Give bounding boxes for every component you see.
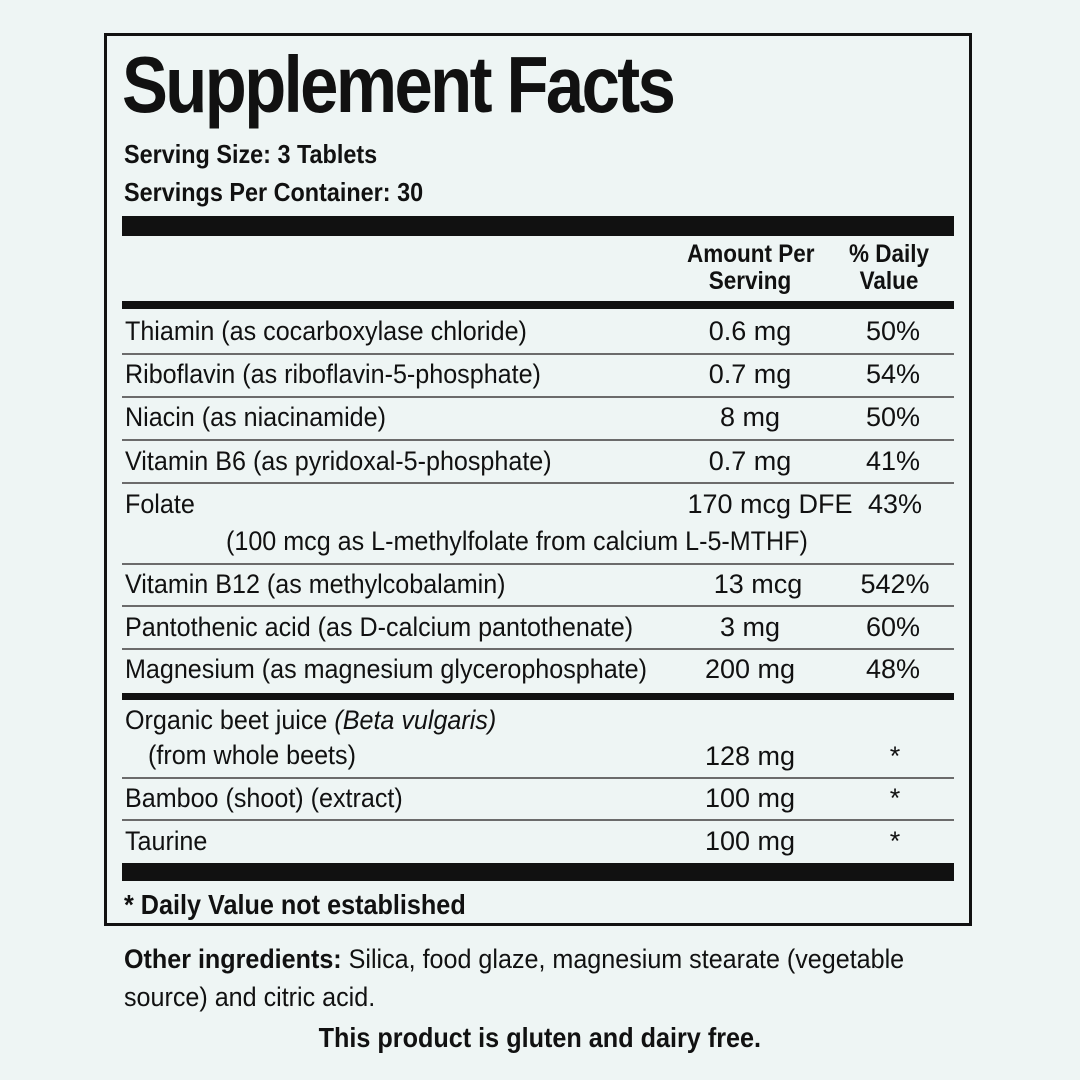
nutrient-name: Pantothenic acid (as D-calcium pantothen… <box>125 612 634 642</box>
nutrient-amount: 200 mg <box>704 654 796 684</box>
supplement-facts-panel <box>104 33 972 926</box>
row-divider <box>122 777 954 779</box>
nutrient-amount: 170 mcg DFE <box>687 489 853 519</box>
daily-value-footnote: * Daily Value not established <box>124 889 466 920</box>
nutrient-dv: 50% <box>865 316 921 346</box>
nutrient-dv: 48% <box>865 654 921 684</box>
amount-header-line2: Serving <box>708 267 792 295</box>
nutrient-name: Magnesium (as magnesium glycerophosphate… <box>125 654 647 684</box>
nutrient-dv: 43% <box>867 489 923 519</box>
row-divider <box>122 353 954 355</box>
row-divider <box>122 605 954 607</box>
nutrient-amount: 0.7 mg <box>708 446 792 476</box>
nutrient-amount: 3 mg <box>719 612 781 642</box>
row-divider <box>122 563 954 565</box>
servings-per-container: Servings Per Container: 30 <box>124 177 424 207</box>
section-bar <box>122 693 954 700</box>
other-ingredients-text: Silica, food glaze, magnesium stearate (… <box>124 944 905 1012</box>
other-ingredients: Other ingredients: Silica, food glaze, m… <box>124 940 952 1016</box>
nutrient-note: (100 mcg as L-methylfolate from calcium … <box>226 526 808 556</box>
amount-header-line1: Amount Per <box>687 240 815 268</box>
other-item-source: (from whole beets) <box>148 740 356 770</box>
nutrient-name: Vitamin B6 (as pyridoxal-5-phosphate) <box>125 446 552 476</box>
row-divider <box>122 648 954 650</box>
row-divider <box>122 482 954 484</box>
other-item-name: Organic beet juice (Beta vulgaris) <box>125 705 497 735</box>
nutrient-name: Riboflavin (as riboflavin-5-phosphate) <box>125 359 541 389</box>
nutrient-dv: 50% <box>865 402 921 432</box>
nutrient-name: Vitamin B12 (as methylcobalamin) <box>125 569 506 599</box>
gluten-dairy-statement: This product is gluten and dairy free. <box>0 1021 1080 1055</box>
other-item-name: Taurine <box>125 826 208 856</box>
dv-header-line1: % Daily <box>848 240 930 268</box>
nutrient-name: Folate <box>125 489 195 519</box>
header-bar <box>122 301 954 309</box>
panel-title: Supplement Facts <box>122 40 676 129</box>
nutrient-name: Thiamin (as cocarboxylase chloride) <box>125 316 527 346</box>
bottom-thick-bar <box>122 863 954 881</box>
other-item-latin-name: (Beta vulgaris) <box>334 705 497 735</box>
other-item-amount: 100 mg <box>704 783 796 813</box>
other-ingredients-label: Other ingredients: <box>124 944 342 974</box>
nutrient-dv: 542% <box>860 569 930 599</box>
other-item-dv: * <box>889 741 901 771</box>
row-divider <box>122 819 954 821</box>
nutrient-dv: 54% <box>865 359 921 389</box>
other-item-amount: 128 mg <box>704 741 796 771</box>
nutrient-amount: 8 mg <box>719 402 781 432</box>
nutrient-dv: 60% <box>865 612 921 642</box>
nutrient-amount: 0.6 mg <box>708 316 792 346</box>
nutrient-dv: 41% <box>865 446 921 476</box>
gluten-dairy-statement-text: This product is gluten and dairy free. <box>318 1022 762 1053</box>
serving-size: Serving Size: 3 Tablets <box>124 139 378 169</box>
dv-header-line2: Value <box>859 267 919 295</box>
nutrient-amount: 0.7 mg <box>708 359 792 389</box>
nutrient-name: Niacin (as niacinamide) <box>125 402 386 432</box>
other-item-amount: 100 mg <box>704 826 796 856</box>
other-item-name: Bamboo (shoot) (extract) <box>125 783 403 813</box>
row-divider <box>122 439 954 441</box>
top-thick-bar <box>122 216 954 236</box>
other-item-dv: * <box>889 826 901 856</box>
row-divider <box>122 396 954 398</box>
other-item-dv: * <box>889 783 901 813</box>
nutrient-amount: 13 mcg <box>713 569 803 599</box>
